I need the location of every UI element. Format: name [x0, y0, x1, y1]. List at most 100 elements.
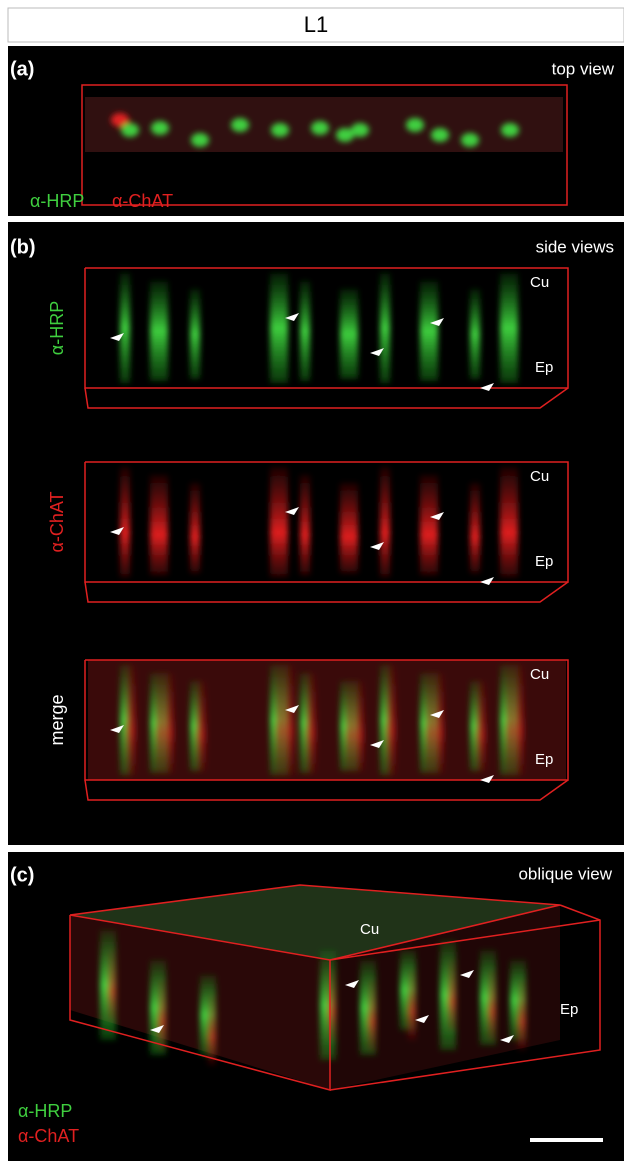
side-view: Cu Ep α-HRP	[47, 267, 569, 409]
streak	[306, 673, 316, 773]
blob	[121, 123, 139, 137]
channel-label: merge	[47, 694, 67, 745]
streak	[300, 475, 310, 575]
streak	[190, 681, 200, 771]
streak	[190, 289, 200, 379]
arrowhead	[430, 710, 444, 718]
streak	[108, 950, 116, 1020]
arrowhead	[285, 507, 299, 515]
arrowhead	[480, 775, 494, 783]
panel-label: (c)	[10, 864, 34, 886]
streak	[120, 273, 130, 383]
panel-label: (b)	[10, 236, 36, 258]
streak	[276, 665, 294, 775]
arrowhead	[110, 527, 124, 535]
frame	[84, 779, 569, 801]
arrowhead	[370, 348, 384, 356]
streak	[368, 980, 376, 1050]
streak	[340, 289, 358, 379]
streak	[518, 980, 526, 1050]
arrowhead	[345, 980, 359, 988]
streak	[380, 467, 390, 577]
arrowhead	[430, 512, 444, 520]
layer-label: Ep	[560, 1001, 578, 1018]
blob	[151, 121, 169, 135]
signal	[100, 930, 526, 1065]
side-views: Cu Ep α-HRP Cu Ep α-ChAT Cu Ep merge	[47, 267, 569, 801]
frame	[69, 884, 601, 1091]
streak	[150, 475, 168, 575]
streak	[120, 467, 130, 577]
panel-label: (a)	[10, 58, 34, 80]
arrowhead	[370, 542, 384, 550]
signal	[120, 273, 518, 383]
layer-label: Ep	[535, 553, 553, 570]
blob	[461, 133, 479, 147]
streak	[488, 970, 496, 1040]
header-box	[7, 7, 624, 43]
arrowhead	[460, 970, 474, 978]
arrowhead	[480, 383, 494, 391]
arrowhead	[110, 725, 124, 733]
blob	[231, 118, 249, 132]
side-view: Cu Ep α-ChAT	[47, 461, 569, 603]
streak	[150, 281, 168, 381]
frame	[84, 387, 569, 409]
arrowhead	[150, 1025, 164, 1033]
streak	[386, 665, 396, 775]
stain-label: α-HRP	[18, 1101, 72, 1121]
streak	[420, 281, 438, 381]
streak	[500, 467, 518, 577]
streak	[300, 673, 310, 773]
stain-label: α-HRP	[30, 191, 84, 211]
arrowhead	[480, 577, 494, 585]
streak	[476, 681, 486, 771]
header-title: L1	[304, 12, 328, 37]
streak	[470, 483, 480, 573]
blob	[271, 123, 289, 137]
frame	[81, 84, 568, 206]
streak	[506, 665, 524, 775]
arrowhead	[285, 313, 299, 321]
blob	[336, 128, 354, 142]
arrowhead	[110, 333, 124, 341]
blob	[406, 118, 424, 132]
streak	[328, 970, 336, 1040]
streak	[408, 970, 416, 1040]
streak	[380, 665, 390, 775]
blob	[111, 113, 129, 127]
blob	[311, 121, 329, 135]
streak	[270, 467, 288, 577]
streak	[196, 681, 206, 771]
stain-label: α-ChAT	[112, 191, 173, 211]
channel-label: α-HRP	[47, 301, 67, 355]
streak	[380, 273, 390, 383]
streak	[470, 289, 480, 379]
streak	[120, 665, 130, 775]
blob	[351, 123, 369, 137]
signal	[111, 113, 519, 147]
streak	[448, 960, 456, 1030]
streak	[500, 273, 518, 383]
layer-label: Cu	[530, 468, 549, 485]
streak	[426, 673, 444, 773]
arrowhead	[430, 318, 444, 326]
streak	[300, 281, 310, 381]
arrowhead	[415, 1015, 429, 1023]
arrowhead	[500, 1035, 514, 1043]
tissue-top	[70, 885, 560, 960]
streak	[208, 995, 216, 1065]
streak	[340, 483, 358, 573]
view-label: side views	[536, 237, 614, 256]
streak	[420, 475, 438, 575]
streak	[126, 665, 136, 775]
layer-label: Ep	[535, 751, 553, 768]
streak	[470, 681, 480, 771]
streak	[156, 673, 174, 773]
streak	[158, 980, 166, 1050]
blob	[191, 133, 209, 147]
layer-label: Cu	[530, 666, 549, 683]
blob	[501, 123, 519, 137]
view-label: top view	[552, 59, 615, 78]
blob	[431, 128, 449, 142]
